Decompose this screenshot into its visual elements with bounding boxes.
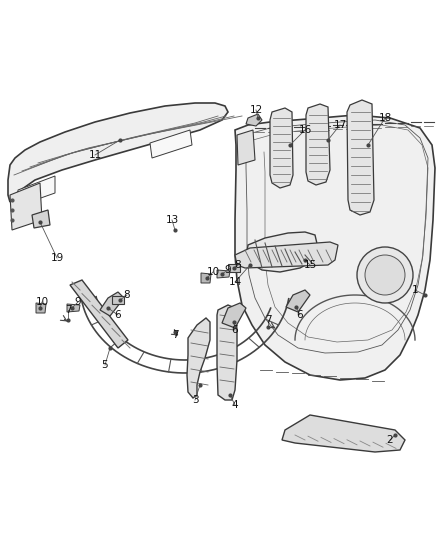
Circle shape bbox=[365, 255, 405, 295]
Text: 15: 15 bbox=[304, 260, 317, 270]
Text: 4: 4 bbox=[232, 400, 238, 410]
Polygon shape bbox=[70, 280, 128, 348]
Polygon shape bbox=[237, 130, 255, 165]
Polygon shape bbox=[228, 264, 240, 272]
Polygon shape bbox=[235, 242, 338, 268]
Polygon shape bbox=[286, 290, 310, 312]
Text: 5: 5 bbox=[102, 360, 108, 370]
Text: 17: 17 bbox=[333, 120, 346, 130]
Polygon shape bbox=[187, 318, 210, 398]
Text: 8: 8 bbox=[235, 260, 241, 270]
Polygon shape bbox=[150, 130, 192, 158]
Polygon shape bbox=[270, 108, 293, 188]
Polygon shape bbox=[217, 270, 230, 278]
Polygon shape bbox=[235, 115, 435, 380]
Polygon shape bbox=[347, 100, 374, 215]
Text: 6: 6 bbox=[232, 325, 238, 335]
Text: 14: 14 bbox=[228, 277, 242, 287]
Text: 7: 7 bbox=[65, 305, 71, 315]
Polygon shape bbox=[247, 232, 318, 272]
Circle shape bbox=[357, 247, 413, 303]
Text: 1: 1 bbox=[412, 285, 418, 295]
Text: 3: 3 bbox=[192, 395, 198, 405]
Polygon shape bbox=[67, 304, 80, 312]
Text: 2: 2 bbox=[387, 435, 393, 445]
Text: 8: 8 bbox=[124, 290, 131, 300]
Text: 13: 13 bbox=[166, 215, 179, 225]
Polygon shape bbox=[100, 292, 124, 316]
Text: 6: 6 bbox=[297, 310, 303, 320]
Polygon shape bbox=[217, 305, 237, 400]
Text: 9: 9 bbox=[225, 265, 231, 275]
Text: 6: 6 bbox=[115, 310, 121, 320]
Text: 7: 7 bbox=[172, 330, 178, 340]
Polygon shape bbox=[112, 296, 124, 304]
Polygon shape bbox=[18, 176, 55, 206]
Text: 12: 12 bbox=[249, 105, 263, 115]
Polygon shape bbox=[306, 104, 330, 185]
Text: 18: 18 bbox=[378, 113, 392, 123]
Polygon shape bbox=[222, 303, 246, 328]
Polygon shape bbox=[10, 183, 42, 230]
Polygon shape bbox=[32, 210, 50, 228]
Polygon shape bbox=[8, 103, 228, 202]
Text: 16: 16 bbox=[298, 125, 311, 135]
Text: 7: 7 bbox=[265, 315, 271, 325]
Polygon shape bbox=[246, 114, 262, 126]
Polygon shape bbox=[201, 273, 211, 283]
Text: 9: 9 bbox=[75, 297, 81, 307]
Text: 10: 10 bbox=[206, 267, 219, 277]
Polygon shape bbox=[36, 303, 46, 313]
Text: 11: 11 bbox=[88, 150, 102, 160]
Polygon shape bbox=[282, 415, 405, 452]
Text: 10: 10 bbox=[35, 297, 49, 307]
Text: 19: 19 bbox=[50, 253, 64, 263]
